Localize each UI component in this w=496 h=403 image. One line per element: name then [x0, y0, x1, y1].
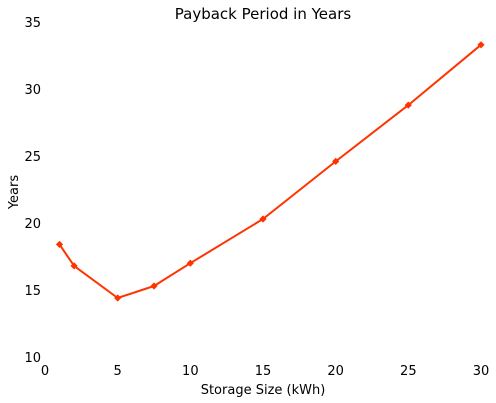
- x-axis-ticks: 0 5 10 15 20 25 30: [41, 364, 489, 379]
- plot-area: [55, 41, 485, 302]
- data-point-marker: [332, 157, 340, 165]
- data-point-marker: [114, 294, 122, 302]
- x-tick-label: 20: [327, 364, 344, 379]
- x-axis-label: Storage Size (kWh): [201, 383, 326, 398]
- x-tick-label: 10: [182, 364, 199, 379]
- y-tick-label: 30: [24, 83, 41, 98]
- x-tick-label: 0: [41, 364, 49, 379]
- series-line: [58, 44, 482, 299]
- data-point-marker: [404, 101, 412, 109]
- x-tick-label: 15: [255, 364, 272, 379]
- y-axis-label: Years: [7, 175, 22, 211]
- y-tick-label: 25: [24, 150, 41, 165]
- y-tick-label: 20: [24, 217, 41, 232]
- data-point-marker: [186, 259, 194, 267]
- y-tick-label: 15: [24, 284, 41, 299]
- data-point-marker: [259, 215, 267, 223]
- data-point-marker: [150, 282, 158, 290]
- x-tick-label: 25: [400, 364, 417, 379]
- data-point-marker: [55, 240, 64, 248]
- chart-title: Payback Period in Years: [175, 5, 352, 23]
- y-tick-label: 10: [24, 351, 41, 366]
- y-tick-label: 35: [24, 16, 41, 31]
- data-point-marker: [70, 262, 78, 270]
- data-point-marker: [477, 41, 485, 49]
- y-axis-ticks: 10 15 20 25 30 35: [24, 16, 41, 366]
- x-tick-label: 5: [114, 364, 122, 379]
- x-tick-label: 30: [473, 364, 490, 379]
